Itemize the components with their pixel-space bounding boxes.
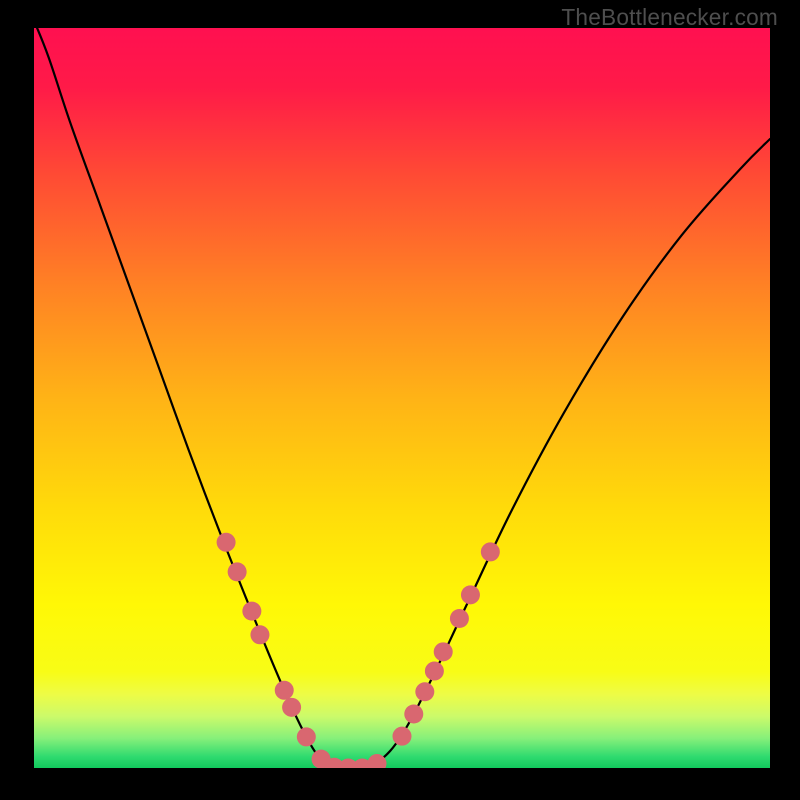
data-marker bbox=[434, 642, 453, 661]
data-marker bbox=[275, 681, 294, 700]
plot-area bbox=[34, 28, 770, 768]
chart-frame: TheBottlenecker.com bbox=[0, 0, 800, 800]
data-marker bbox=[282, 698, 301, 717]
data-marker bbox=[404, 704, 423, 723]
data-marker bbox=[425, 662, 444, 681]
data-marker bbox=[217, 533, 236, 552]
data-marker bbox=[481, 542, 500, 561]
data-marker bbox=[415, 682, 434, 701]
data-marker bbox=[242, 602, 261, 621]
data-marker bbox=[461, 585, 480, 604]
data-marker bbox=[450, 609, 469, 628]
watermark-text: TheBottlenecker.com bbox=[561, 4, 778, 31]
gradient-background bbox=[34, 28, 770, 768]
data-marker bbox=[228, 562, 247, 581]
data-marker bbox=[297, 727, 316, 746]
bottleneck-curve-chart bbox=[34, 28, 770, 768]
data-marker bbox=[250, 625, 269, 644]
data-marker bbox=[393, 727, 412, 746]
